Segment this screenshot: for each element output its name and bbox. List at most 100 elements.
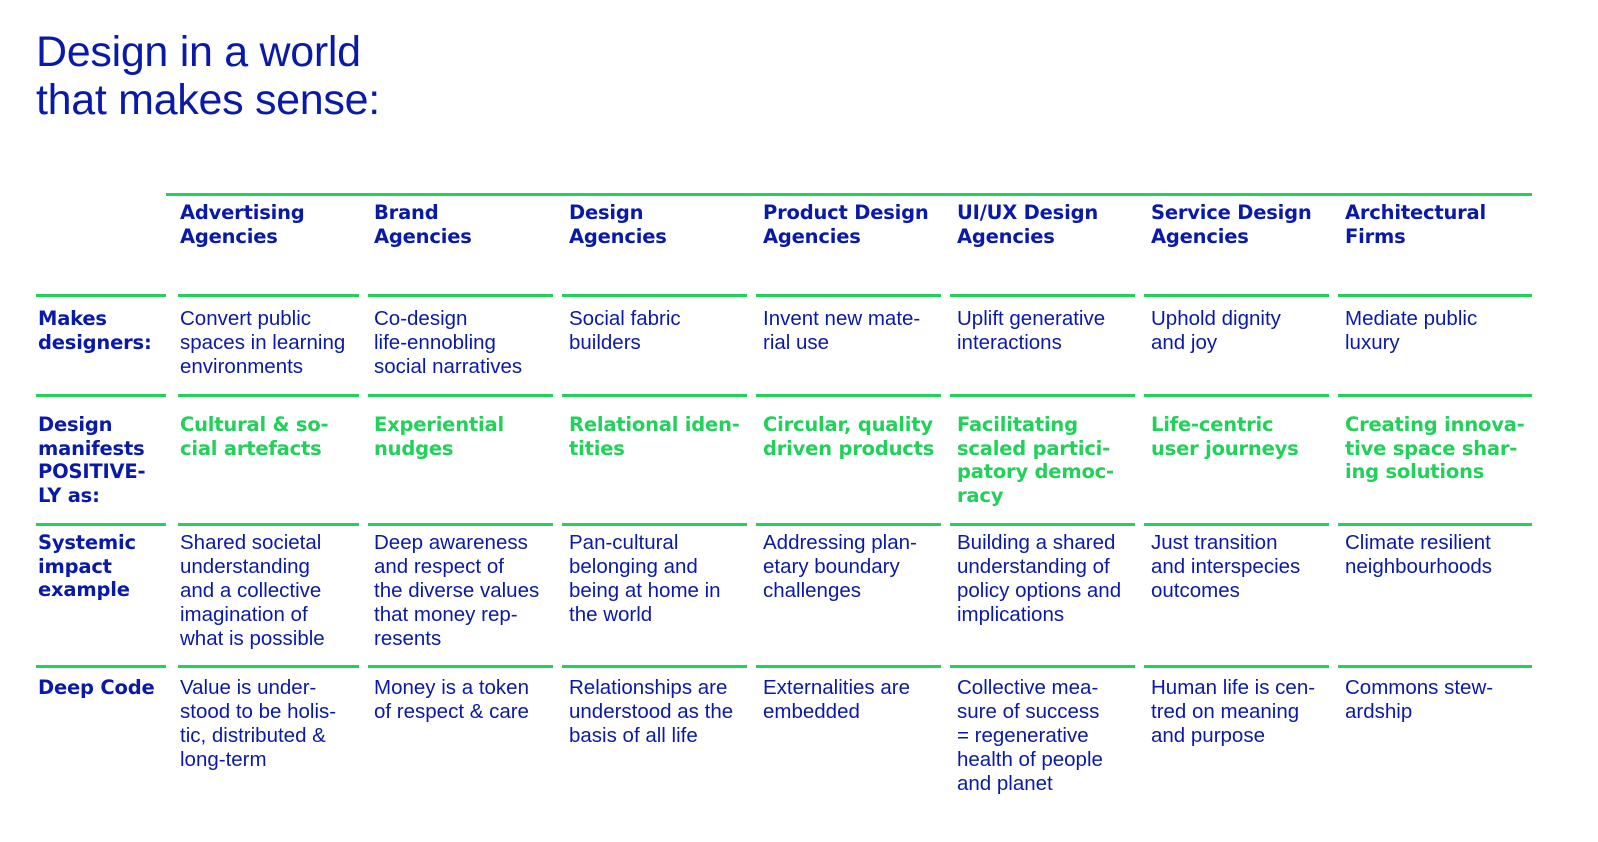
- row-label: Design manifests POSITIVE- LY as:: [38, 413, 166, 507]
- matrix-cell-line: Just transition: [1151, 531, 1278, 554]
- matrix-cell: Cultural & so-cial artefacts: [180, 413, 370, 460]
- matrix-cell-line: Relationships are: [569, 676, 728, 699]
- matrix-cell-line: and joy: [1151, 331, 1218, 354]
- row-label-line: Design: [38, 413, 113, 436]
- matrix-cell-line: tive space shar-: [1345, 436, 1518, 460]
- cell-divider: [562, 394, 747, 397]
- matrix-cell-line: luxury: [1345, 331, 1400, 354]
- matrix-cell-line: ardship: [1345, 700, 1413, 723]
- matrix-cell-line: spaces in learning: [180, 331, 346, 354]
- matrix-cell-line: understanding: [180, 555, 310, 578]
- matrix-cell-line: and purpose: [1151, 724, 1265, 747]
- matrix-cell-line: cial artefacts: [180, 436, 322, 460]
- matrix-cell-line: Co-design: [374, 307, 468, 330]
- matrix-cell: Money is a token of respect & care: [374, 676, 564, 724]
- row-label-line: Systemic: [38, 531, 136, 554]
- column-header-line: Firms: [1345, 225, 1406, 248]
- matrix-cell-line: Building a shared: [957, 531, 1116, 554]
- column-header: Product Design Agencies: [763, 201, 948, 249]
- cell-divider: [756, 523, 941, 526]
- matrix-cell: Shared societal understanding and a collec…: [180, 531, 370, 651]
- cell-divider: [368, 394, 553, 397]
- matrix-cell: Creating innova-tive space shar-ing solu…: [1345, 413, 1535, 484]
- matrix-cell-line: the diverse values: [374, 579, 540, 602]
- row-label-line: example: [38, 578, 130, 601]
- cell-divider: [1338, 294, 1532, 297]
- matrix-cell-line: imagination of: [180, 603, 308, 626]
- matrix-cell-line: patory democ-: [957, 460, 1114, 483]
- matrix-cell-line: implications: [957, 603, 1065, 626]
- matrix-cell-line: neighbourhoods: [1345, 555, 1493, 578]
- matrix-cell: Pan-cultural belonging and being at home i…: [569, 531, 759, 627]
- matrix-cell: Commons stew-ardship: [1345, 676, 1535, 724]
- matrix-cell-line: Addressing plan-: [763, 531, 917, 554]
- matrix-cell: Social fabric builders: [569, 307, 759, 355]
- matrix-cell-line: tic, distributed &: [180, 724, 326, 747]
- matrix-cell-line: Mediate public: [1345, 307, 1478, 330]
- cell-divider: [950, 523, 1135, 526]
- row-label: Systemic impact example: [38, 531, 166, 602]
- column-header-line: Brand: [374, 201, 439, 224]
- title-line: that makes sense:: [36, 76, 380, 124]
- matrix-cell-line: challenges: [763, 579, 862, 602]
- cell-divider: [368, 665, 553, 668]
- matrix-cell-line: Deep awareness: [374, 531, 528, 554]
- cell-divider: [1338, 394, 1532, 397]
- matrix-cell-line: understanding of: [957, 555, 1110, 578]
- matrix-cell-line: resents: [374, 627, 442, 650]
- cell-divider: [1144, 394, 1329, 397]
- matrix-cell-line: Creating innova-: [1345, 413, 1525, 436]
- matrix-cell-line: builders: [569, 331, 641, 354]
- row-label-line: POSITIVE-: [38, 460, 146, 483]
- matrix-cell-line: sure of success: [957, 700, 1100, 723]
- matrix-cell-line: nudges: [374, 436, 454, 460]
- matrix-cell-line: Value is under-: [180, 676, 317, 699]
- matrix-cell-line: driven products: [763, 436, 935, 460]
- matrix-cell: Relationships are understood as the basis …: [569, 676, 759, 748]
- matrix-cell: Facilitating scaled partici-patory democ-…: [957, 413, 1147, 507]
- matrix-cell: Externalities are embedded: [763, 676, 953, 724]
- matrix-cell-line: = regenerative: [957, 724, 1089, 747]
- matrix-cell-line: Climate resilient: [1345, 531, 1491, 554]
- matrix-cell: Convert public spaces in learning environm…: [180, 307, 370, 379]
- cell-divider: [178, 294, 359, 297]
- matrix-cell-line: and interspecies: [1151, 555, 1301, 578]
- matrix-cell-line: what is possible: [180, 627, 325, 650]
- matrix-cell: Mediate public luxury: [1345, 307, 1535, 355]
- column-header-line: UI/UX Design: [957, 201, 1099, 224]
- matrix-cell-line: rial use: [763, 331, 830, 354]
- column-header-line: Agencies: [180, 225, 278, 248]
- column-header: Advertising Agencies: [180, 201, 365, 249]
- matrix-cell-line: and a collective: [180, 579, 322, 602]
- cell-divider: [1144, 665, 1329, 668]
- matrix-cell-line: and planet: [957, 772, 1053, 795]
- matrix-cell-line: belonging and: [569, 555, 698, 578]
- cell-divider: [756, 394, 941, 397]
- matrix-cell-line: outcomes: [1151, 579, 1240, 602]
- column-header-divider: [166, 193, 1532, 196]
- column-header-line: Agencies: [957, 225, 1055, 248]
- cell-divider: [368, 523, 553, 526]
- matrix-cell-line: Relational iden-: [569, 413, 740, 436]
- matrix-cell-line: interactions: [957, 331, 1062, 354]
- row-divider: [36, 394, 166, 397]
- matrix-cell: Climate resilient neighbourhoods: [1345, 531, 1535, 579]
- row-label-line: designers:: [38, 330, 152, 354]
- matrix-cell-line: Convert public: [180, 307, 312, 330]
- cell-divider: [178, 394, 359, 397]
- matrix-cell-line: tred on meaning: [1151, 700, 1300, 723]
- matrix-cell: Invent new mate-rial use: [763, 307, 953, 355]
- cell-divider: [368, 294, 553, 297]
- matrix-cell-line: stood to be holis-: [180, 700, 337, 723]
- matrix-cell-line: long-term: [180, 748, 267, 771]
- matrix-cell-line: being at home in: [569, 579, 721, 602]
- matrix-cell: Building a shared understanding of policy …: [957, 531, 1147, 627]
- matrix-cell-line: Uphold dignity: [1151, 307, 1281, 330]
- matrix-cell-line: Cultural & so-: [180, 413, 329, 436]
- cell-divider: [178, 665, 359, 668]
- matrix-cell-line: Externalities are: [763, 676, 910, 699]
- matrix-cell: Addressing plan-etary boundary challenges: [763, 531, 953, 603]
- column-header: Design Agencies: [569, 201, 754, 249]
- matrix-cell-line: Invent new mate-: [763, 307, 921, 330]
- row-label: Deep Code: [38, 676, 166, 700]
